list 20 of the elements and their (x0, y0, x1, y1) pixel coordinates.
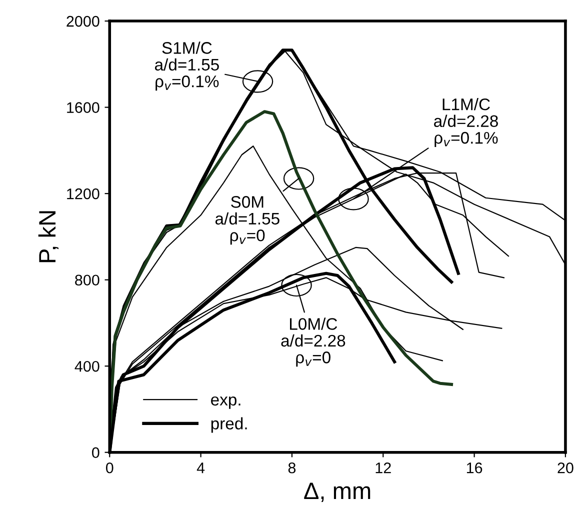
y-tick-label: 0 (92, 447, 100, 458)
annotation: L1M/C a/d=2.28 ρ$_{v}$=0.1% (434, 98, 498, 148)
x-tick-label: 8 (288, 462, 296, 474)
y-tick-label: 2000 (66, 16, 100, 27)
y-tick-label: 1600 (67, 102, 100, 113)
x-tick-label: 20 (558, 462, 574, 474)
y-tick-label: 1200 (67, 188, 100, 200)
x-axis-title: Δ, mm (304, 482, 370, 502)
annotation: L0M/C a/d=2.28 ρ$_{v}$=0 (281, 318, 346, 367)
x-tick-label: 4 (196, 462, 205, 474)
legend-label: exp. (211, 396, 240, 409)
x-tick-label: 16 (466, 462, 482, 474)
y-tick-label: 800 (75, 274, 100, 286)
annotation: S1M/C a/d=1.55 ρ$_{v}$=0.1% (154, 42, 219, 91)
legend-label: pred. (211, 417, 247, 433)
y-tick-label: 400 (74, 360, 100, 372)
x-tick-label: 0 (106, 462, 114, 474)
annotation: S0M a/d=1.55 ρ$_{v}$=0 (215, 196, 280, 245)
y-axis-title: P, kN (38, 211, 58, 262)
x-tick-label: 12 (376, 462, 391, 474)
